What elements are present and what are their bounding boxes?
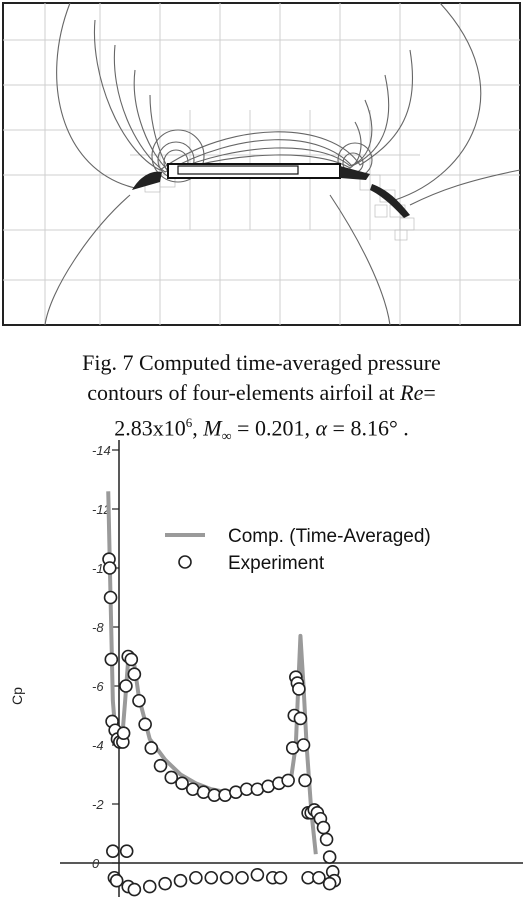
experiment-point (158, 876, 172, 891)
experiment-point (119, 844, 134, 859)
caption-re-value: 2.83x10 (114, 415, 186, 441)
pressure-contour-lines (44, 2, 521, 326)
experiment-point (273, 870, 288, 885)
figure-caption: Fig. 7 Computed time-averaged pressure c… (0, 348, 523, 453)
experiment-point (219, 870, 234, 885)
y-tick-label: -14 (92, 443, 111, 458)
pressure-contour-figure (2, 2, 521, 326)
experiment-point (189, 870, 203, 885)
experiment-point (127, 667, 142, 681)
experiment-point (164, 770, 179, 785)
experiment-point (109, 873, 124, 888)
caption-mach-sub: ∞ (221, 429, 232, 445)
experiment-point (138, 717, 152, 732)
legend-computed-label: Comp. (Time-Averaged) (228, 526, 431, 547)
caption-re-symbol: Re (400, 380, 424, 405)
experiment-point (144, 741, 159, 755)
experiment-point (312, 870, 326, 885)
experiment-point (319, 832, 334, 847)
caption-line-1: Fig. 7 Computed time-averaged pressure (82, 350, 441, 375)
experiment-point (175, 776, 189, 791)
caption-mach-value: = 0.201, (231, 415, 316, 441)
experiment-point (322, 850, 337, 864)
experiment-point (142, 879, 157, 894)
y-axis-label: Cp (9, 687, 25, 705)
y-tick-label: -8 (92, 620, 104, 635)
experiment-point (103, 590, 118, 605)
experiment-point (293, 711, 308, 726)
experiment-point (173, 873, 188, 888)
experiment-point (153, 758, 168, 773)
caption-re-exponent: 6 (185, 415, 193, 430)
cp-chart: Cp -14-12-10-8-6-4-20 Comp. (Time-Averag… (9, 440, 523, 897)
experiment-point (298, 773, 312, 788)
experiment-point (102, 561, 117, 575)
experiment-point (281, 773, 295, 788)
legend-experiment-label: Experiment (228, 553, 325, 574)
legend: Comp. (Time-Averaged) Experiment (165, 526, 431, 574)
experiment-point (296, 738, 311, 752)
caption-alpha-value: = 8.16° . (327, 415, 409, 441)
experiment-point (292, 682, 306, 696)
experiment-point (250, 867, 265, 882)
y-tick-label: -2 (92, 797, 104, 812)
experiment-point (316, 820, 331, 835)
experiment-point (116, 726, 131, 741)
experiment-point (106, 844, 120, 859)
legend-experiment-swatch (178, 555, 192, 569)
y-tick-label: -4 (92, 738, 104, 753)
experiment-point (235, 870, 249, 885)
airfoil-elements (132, 163, 410, 218)
caption-line-2-text: contours of four-elements airfoil at (87, 380, 401, 405)
y-tick-label: -6 (92, 679, 104, 694)
experiment-series (102, 552, 342, 897)
y-ticks: -14-12-10-8-6-4-20 (92, 443, 119, 871)
experiment-point (204, 870, 219, 885)
caption-alpha-symbol: α (315, 415, 328, 441)
experiment-point (124, 652, 139, 667)
caption-line-3: 2.83x106, M∞ = 0.201, α = 8.16° . (114, 415, 409, 445)
experiment-point (132, 693, 146, 708)
experiment-point (119, 679, 133, 693)
caption-line-2: contours of four-elements airfoil at Re= (0, 378, 523, 408)
experiment-point (104, 652, 119, 667)
caption-mach-symbol: M (203, 415, 222, 441)
caption-equals: = (423, 380, 436, 405)
experiment-point (127, 882, 142, 897)
experiment-point (322, 876, 337, 891)
y-tick-label: 0 (92, 856, 100, 871)
